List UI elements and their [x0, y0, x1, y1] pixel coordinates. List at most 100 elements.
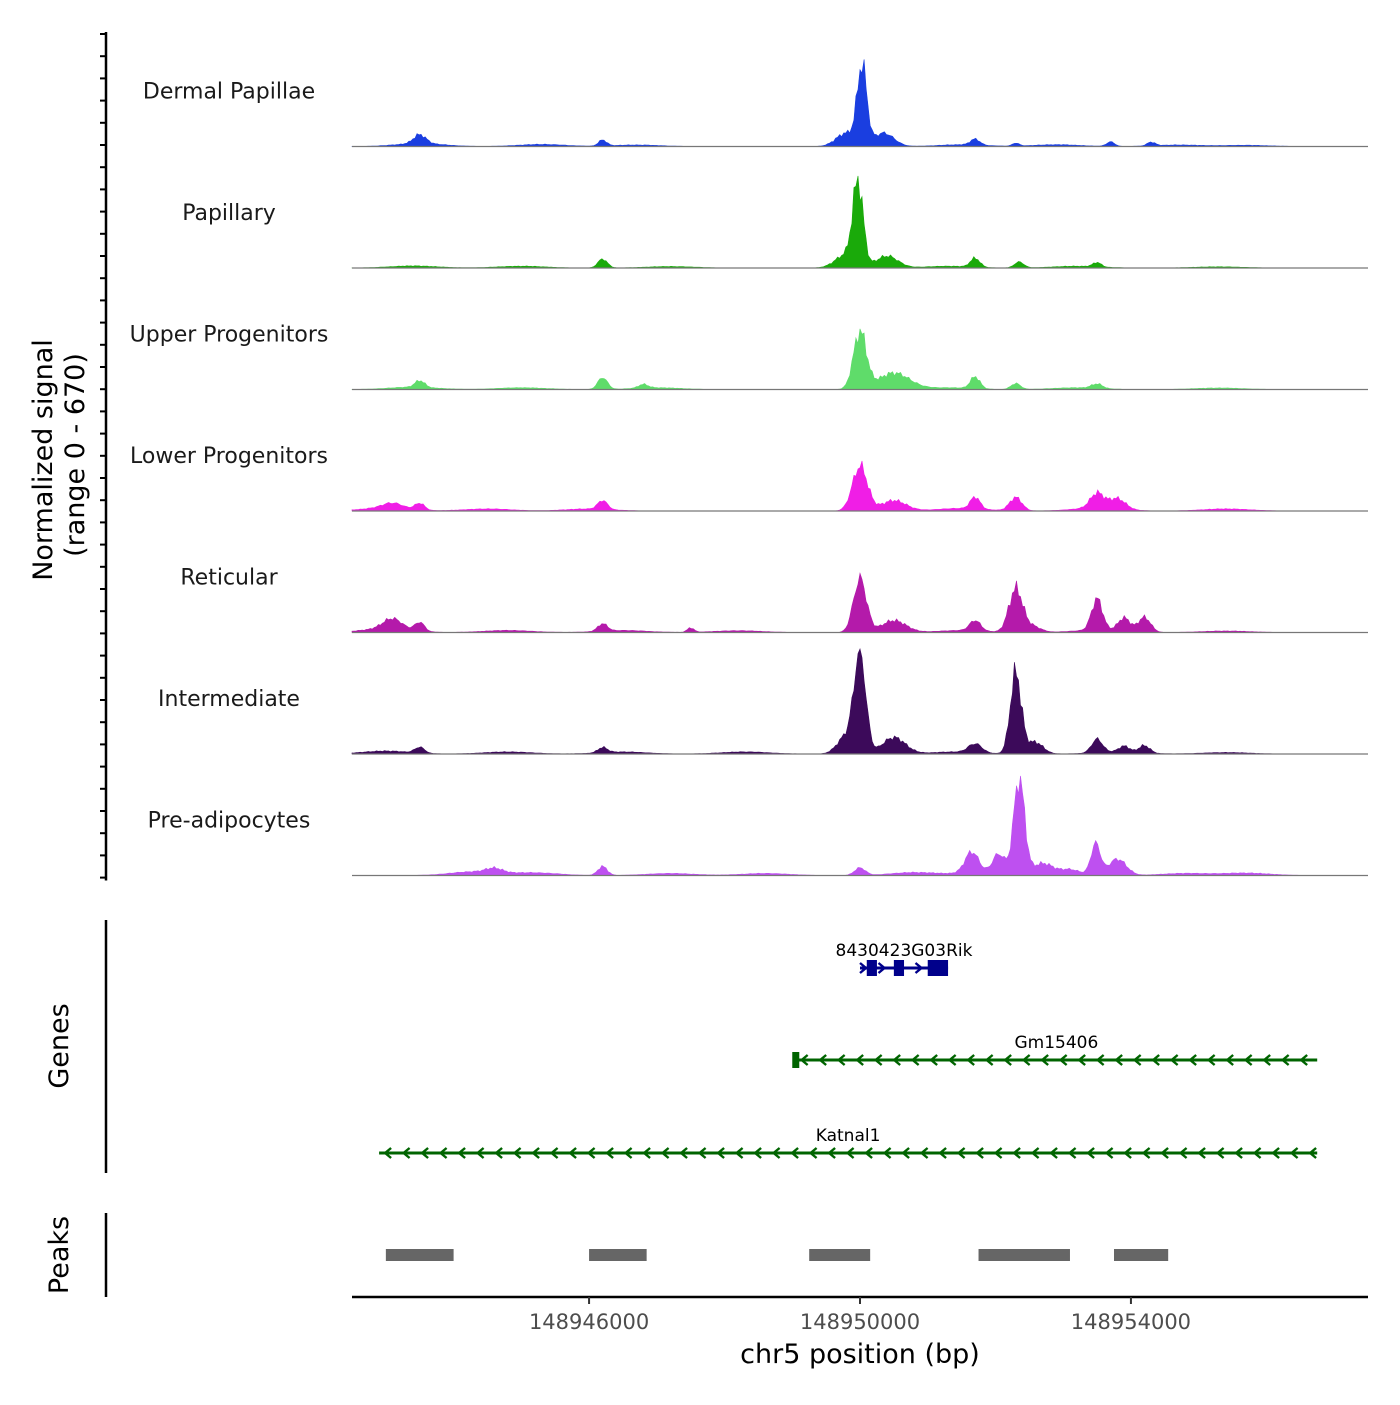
- x-tick-label: 148950000: [800, 1310, 920, 1334]
- strand-arrow: [697, 1147, 707, 1159]
- track-label: Upper Progenitors: [130, 323, 329, 348]
- track-label: Papillary: [182, 201, 276, 226]
- strand-arrow: [892, 1054, 901, 1066]
- strand-arrow: [1206, 1054, 1216, 1066]
- gene-8430423g03rik: 8430423G03Rik: [836, 941, 973, 976]
- gene-exon: [866, 960, 877, 976]
- strand-arrow: [1299, 1054, 1308, 1066]
- strand-arrow: [966, 1054, 975, 1066]
- genes-panel: 8430423G03Rik Gm15406 Katnal1: [104, 920, 1318, 1173]
- strand-arrow: [753, 1147, 762, 1159]
- strand-arrow: [1262, 1054, 1271, 1066]
- strand-arrow: [457, 1147, 466, 1159]
- strand-arrow: [1289, 1147, 1299, 1159]
- strand-arrow: [438, 1147, 448, 1159]
- gene-gm15406: Gm15406: [792, 1033, 1318, 1068]
- track-label: Dermal Papillae: [143, 80, 315, 105]
- strand-arrow: [836, 1054, 846, 1066]
- strand-arrow: [877, 962, 887, 974]
- strand-arrow: [1141, 1147, 1151, 1159]
- gene-label: Katnal1: [816, 1126, 881, 1146]
- strand-arrow: [929, 1054, 938, 1066]
- x-tick-label: 148946000: [529, 1310, 649, 1334]
- strand-arrow: [1280, 1054, 1290, 1066]
- strand-arrow: [827, 1147, 836, 1159]
- strand-arrow: [586, 1147, 596, 1159]
- strand-arrow: [531, 1147, 540, 1159]
- strand-arrow: [1271, 1147, 1280, 1159]
- strand-arrow: [1012, 1147, 1021, 1159]
- gene-label: 8430423G03Rik: [836, 941, 973, 961]
- strand-arrow: [1188, 1054, 1197, 1066]
- x-axis-label: chr5 position (bp): [740, 1339, 980, 1370]
- strand-arrow: [1169, 1054, 1179, 1066]
- strand-arrow: [975, 1147, 984, 1159]
- gene-exon: [792, 1052, 800, 1068]
- strand-arrow: [910, 1054, 920, 1066]
- strand-arrow: [1058, 1054, 1068, 1066]
- strand-arrow: [859, 962, 868, 974]
- track-label: Lower Progenitors: [130, 444, 328, 469]
- strand-arrow: [1151, 1054, 1160, 1066]
- gene-exon: [893, 960, 905, 976]
- strand-arrow: [734, 1147, 744, 1159]
- coverage-area-upper-progenitors: [351, 328, 1368, 390]
- strand-arrow: [1308, 1147, 1317, 1159]
- strand-arrow: [1114, 1054, 1123, 1066]
- strand-arrow: [642, 1147, 651, 1159]
- strand-arrow: [956, 1147, 966, 1159]
- strand-arrow: [512, 1147, 522, 1159]
- coverage-y-axis-label-line2: (range 0 - 670): [60, 353, 91, 557]
- strand-arrow: [1243, 1054, 1253, 1066]
- strand-arrow: [882, 1147, 892, 1159]
- strand-arrow: [383, 1147, 392, 1159]
- strand-arrow: [660, 1147, 670, 1159]
- strand-arrow: [1067, 1147, 1077, 1159]
- strand-arrow: [984, 1054, 994, 1066]
- strand-arrow: [1178, 1147, 1188, 1159]
- peak-region: [385, 1249, 454, 1261]
- strand-arrow: [808, 1147, 818, 1159]
- strand-arrow: [605, 1147, 614, 1159]
- coverage-area-pre-adipocytes: [352, 775, 1368, 876]
- strand-arrow: [420, 1147, 429, 1159]
- coverage-panel: Dermal Papillae Papillary Upper Progenitor…: [100, 32, 1368, 881]
- strand-arrow: [1197, 1147, 1206, 1159]
- strand-arrow: [1003, 1054, 1012, 1066]
- strand-arrow: [914, 962, 924, 974]
- strand-arrow: [1215, 1147, 1225, 1159]
- x-axis: 148946000 148950000 148954000: [352, 1295, 1368, 1334]
- strand-arrow: [1040, 1054, 1049, 1066]
- strand-arrow: [549, 1147, 559, 1159]
- track-label: Intermediate: [158, 687, 300, 712]
- strand-arrow: [1104, 1147, 1114, 1159]
- strand-arrow: [919, 1147, 929, 1159]
- strand-arrow: [475, 1147, 485, 1159]
- strand-arrow: [716, 1147, 725, 1159]
- strand-arrow: [1123, 1147, 1132, 1159]
- x-tick-label: 148954000: [1071, 1310, 1191, 1334]
- strand-arrow: [1077, 1054, 1086, 1066]
- strand-arrow: [1030, 1147, 1040, 1159]
- strand-arrow: [864, 1147, 873, 1159]
- peaks-panel: [104, 1213, 1169, 1297]
- gene-katnal1: Katnal1: [379, 1126, 1318, 1159]
- coverage-area-dermal-papillae: [351, 59, 1368, 147]
- strand-arrow: [799, 1054, 809, 1066]
- strand-arrow: [679, 1147, 688, 1159]
- strand-arrow: [1049, 1147, 1058, 1159]
- strand-arrow: [1225, 1054, 1234, 1066]
- genes-y-axis-label: Genes: [44, 1003, 75, 1088]
- strand-arrow: [790, 1147, 799, 1159]
- track-label: Reticular: [180, 566, 278, 591]
- strand-arrow: [947, 1054, 957, 1066]
- gene-label: Gm15406: [1014, 1033, 1098, 1053]
- strand-arrow: [1160, 1147, 1169, 1159]
- peaks-y-axis-label: Peaks: [44, 1216, 75, 1294]
- peak-region: [809, 1249, 871, 1261]
- strand-arrow: [901, 1147, 910, 1159]
- coverage-area-papillary: [351, 175, 1368, 269]
- strand-arrow: [938, 1147, 947, 1159]
- strand-arrow: [855, 1054, 864, 1066]
